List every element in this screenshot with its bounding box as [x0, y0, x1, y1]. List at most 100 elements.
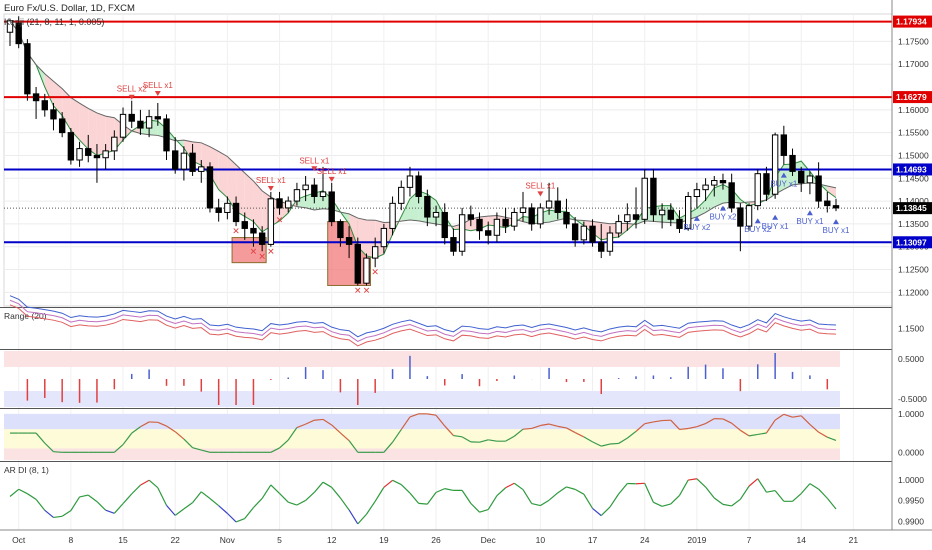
ardi-line — [79, 494, 89, 498]
fast-ma-line — [9, 20, 837, 259]
ardi-line — [800, 483, 811, 494]
candle-body — [76, 148, 83, 161]
candle-body — [224, 202, 231, 213]
chart-title: Euro Fx/U.S. Dollar, 1D, FXCM — [4, 3, 135, 14]
tdi-line — [679, 427, 689, 431]
x-tick-label: Nov — [220, 535, 236, 545]
tdi-line — [601, 443, 611, 447]
tdi-line — [270, 447, 280, 453]
ardi-line — [818, 488, 828, 499]
candle-body — [302, 184, 309, 191]
ardi-line — [774, 490, 785, 502]
price-label: 1.13845 — [896, 203, 927, 213]
cloud-segment — [714, 184, 723, 208]
tdi-line — [818, 431, 828, 438]
indicator-label: Kenji (21, 8, 11, 1, 0.005) — [4, 17, 105, 27]
buy-signal-label: BUY x1 — [823, 226, 851, 235]
x-tick-label: 2019 — [687, 535, 706, 545]
candle-body — [328, 191, 335, 223]
x-marker: ✕ — [354, 286, 362, 296]
candle-body — [189, 152, 196, 172]
tdi-line — [409, 413, 419, 418]
x-tick-label: 8 — [68, 535, 73, 545]
ardi-line — [35, 499, 46, 511]
ardi-line — [487, 495, 498, 510]
x-marker: ✕ — [276, 216, 284, 226]
candle-body — [119, 113, 127, 138]
pane-tick-label: 0.9900 — [898, 517, 924, 527]
ardi-line — [574, 488, 585, 495]
candle-body — [15, 22, 22, 45]
candle-body — [32, 93, 40, 102]
tdi-line — [513, 428, 524, 437]
ardi-line — [661, 503, 671, 507]
tdi-line — [461, 436, 472, 443]
msi-upper-zone — [4, 351, 840, 367]
ardi-line — [61, 510, 72, 517]
tdi-line — [731, 422, 741, 431]
cloud-segment — [305, 193, 315, 211]
ardi-line — [618, 483, 628, 495]
candle-body — [571, 223, 579, 241]
candle-body — [658, 209, 666, 216]
ardi-line — [218, 505, 228, 514]
ardi-line — [400, 484, 411, 494]
tdi-line — [296, 423, 306, 429]
ardi-line — [678, 479, 689, 496]
tdi-line — [314, 418, 324, 421]
ardi-line — [548, 492, 559, 501]
tdi-line — [279, 439, 289, 449]
candle-body — [667, 209, 674, 220]
candle-body — [780, 134, 788, 156]
candle-body — [493, 218, 501, 236]
ardi-line — [122, 493, 133, 505]
ardi-line — [713, 497, 724, 505]
candle-body — [728, 182, 735, 209]
candle-body — [537, 207, 544, 225]
ardi-line — [809, 483, 819, 490]
tdi-line — [505, 435, 515, 442]
ardi-line — [296, 499, 306, 506]
tdi-line — [609, 442, 619, 445]
tdi-line — [618, 437, 628, 444]
ardi-line — [279, 492, 289, 503]
candle-body — [485, 230, 492, 236]
candle-body — [241, 221, 248, 229]
tdi-line — [192, 447, 202, 451]
ardi-line — [826, 497, 837, 510]
candle-body — [93, 154, 101, 159]
cloud-segment — [209, 146, 219, 190]
candle-body — [737, 207, 744, 227]
buy-signal-label: BUY x1 — [796, 217, 824, 226]
ardi-line — [426, 492, 437, 505]
candle-body — [41, 100, 48, 111]
sell-arrow — [328, 176, 335, 182]
candle-body — [163, 118, 170, 152]
tdi-line — [383, 441, 394, 453]
tdi-lower-zone — [4, 448, 840, 460]
candle-body — [85, 148, 92, 156]
tdi-upper-zone — [4, 413, 840, 430]
ardi-line — [670, 495, 680, 505]
buy-signal-label: BUY x2 — [744, 225, 772, 234]
candle-body — [250, 227, 257, 234]
candle-body — [502, 218, 509, 227]
candle-body — [511, 211, 518, 227]
candle-body — [415, 175, 422, 197]
cloud-segment — [218, 151, 228, 198]
ardi-line — [96, 501, 107, 511]
sell-signal-label: SELL x2 — [117, 85, 147, 94]
candle-body — [441, 211, 448, 239]
tdi-line — [444, 425, 454, 436]
tdi-line — [644, 421, 654, 425]
tdi-line — [688, 426, 698, 430]
y-tick-label: 1.13500 — [898, 219, 929, 229]
sell-arrow — [537, 191, 544, 197]
range-band-line — [9, 299, 837, 342]
candle-body — [154, 116, 162, 120]
tdi-line — [566, 427, 576, 434]
ardi-line — [766, 490, 776, 493]
x-marker: ✕ — [232, 227, 240, 237]
tdi-line — [740, 429, 750, 437]
ardi-line — [688, 478, 697, 481]
